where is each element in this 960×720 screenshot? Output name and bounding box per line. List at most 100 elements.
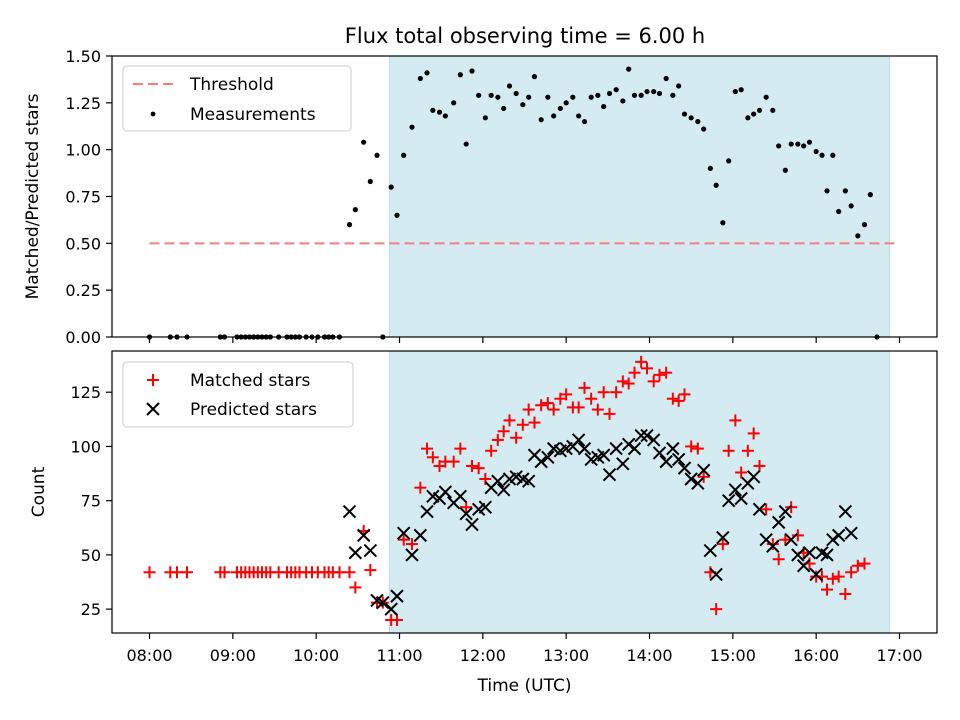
top-y-axis-ticks: 0.00 0.25 0.50 0.75 1.00 1.25 1.50 [65,47,112,347]
measurement-point [663,75,669,82]
matched-star-point [826,572,839,585]
measurement-point [631,92,638,98]
predicted-star-point [820,548,834,562]
xtick-label: 14:00 [626,646,672,665]
matched-star-point [547,403,560,416]
measurement-point [495,94,501,100]
measurement-point [644,88,650,95]
matched-star-point [560,388,573,401]
predicted-star-point [784,533,798,547]
matched-star-point [364,564,377,577]
predicted-star-point [659,454,673,469]
measurement-point [770,107,776,113]
measurement-point [745,115,751,121]
predicted-star-point [390,589,404,603]
matched-star-point [349,581,362,594]
bottom-axes-frame [111,350,938,634]
measurement-point [830,152,836,158]
matched-star-point [772,553,785,566]
matched-star-point [218,566,231,579]
matched-star-point [143,566,156,579]
measurement-point [676,83,682,89]
matched-star-point [760,503,773,516]
matched-star-point [729,414,742,427]
predicted-star-point [696,463,711,478]
measurement-point [436,109,443,115]
measurement-point [501,105,507,112]
matched-star-point [747,427,760,440]
measurement-point [855,233,861,239]
top-observing-span [389,56,890,337]
predicted-star-point [627,441,642,456]
measurement-point [576,113,582,119]
measurement-point [469,68,475,74]
predicted-star-point [420,504,434,519]
matched-star-point [510,431,523,444]
bottom-ytick-label: 50 [81,546,101,565]
measurement-point [367,178,373,185]
measurement-point [782,167,788,173]
measurement-point [457,72,463,78]
predicted-star-point [396,526,411,540]
predicted-star-point [491,474,505,488]
measurement-point [824,188,830,194]
matched-star-point [832,570,845,583]
matched-star-point [591,403,604,416]
predicted-star-point [771,515,786,530]
measurement-point [756,107,763,113]
matched-star-point [585,392,598,405]
predicted-star-point [596,448,611,462]
measurement-point [738,87,744,93]
bottom-ytick-label: 75 [81,492,101,511]
top-ytick-label: 0.00 [65,328,101,347]
predicted-star-point [602,467,617,482]
predicted-star-point [684,472,698,486]
matched-star-point [503,414,516,427]
predicted-star-point [746,470,761,484]
predicted-star-point [348,546,363,560]
measurement-point [588,94,594,100]
measurement-point [763,94,769,100]
measurement-point [681,111,688,117]
measurement-point [848,203,854,209]
matched-star-point [397,533,410,546]
matched-star-point [497,425,510,438]
predicted-star-point [453,489,468,504]
predicted-star-point [734,491,748,506]
matched-star-point [716,538,729,551]
measurement-point [482,115,488,121]
matched-star-point [635,355,648,368]
matched-star-point [610,386,623,399]
matched-star-point [722,444,735,457]
matched-star-point [414,481,427,494]
bottom-y-axis-ticks: 25 50 75 100 125 [70,383,112,619]
matched-star-point [485,444,498,457]
matched-star-point [821,583,833,596]
matched-star-point [845,566,858,579]
chart-title: Flux total observing time = 6.00 h [345,24,705,48]
top-ytick-label: 1.25 [65,94,101,113]
measurement-point [463,141,469,147]
predicted-star-point [405,548,419,562]
predicted-star-point [363,543,378,558]
measurement-point [346,222,353,228]
xtick-label: 08:00 [126,646,172,665]
measurement-point [788,141,794,147]
measurement-point [638,92,644,98]
predicted-star-point [752,502,767,517]
predicted-star-point [671,452,686,467]
measurement-point [601,103,607,110]
matched-star-point [454,442,467,455]
bottom-x-axis-ticks: 08:00 09:00 10:00 11:00 12:00 13:00 14:00 15:00… [126,633,923,665]
measurement-point [417,75,423,82]
measurement-point [751,111,757,117]
predicted-star-point [796,559,811,573]
measurement-point [776,143,782,149]
matched-star-point [653,368,666,381]
predicted-star-point [716,530,730,545]
matched-star-point [851,559,864,572]
predicted-star-point [356,528,371,543]
measurement-point [526,94,532,100]
predicted-star-point [831,528,846,543]
measurement-point [361,139,367,145]
